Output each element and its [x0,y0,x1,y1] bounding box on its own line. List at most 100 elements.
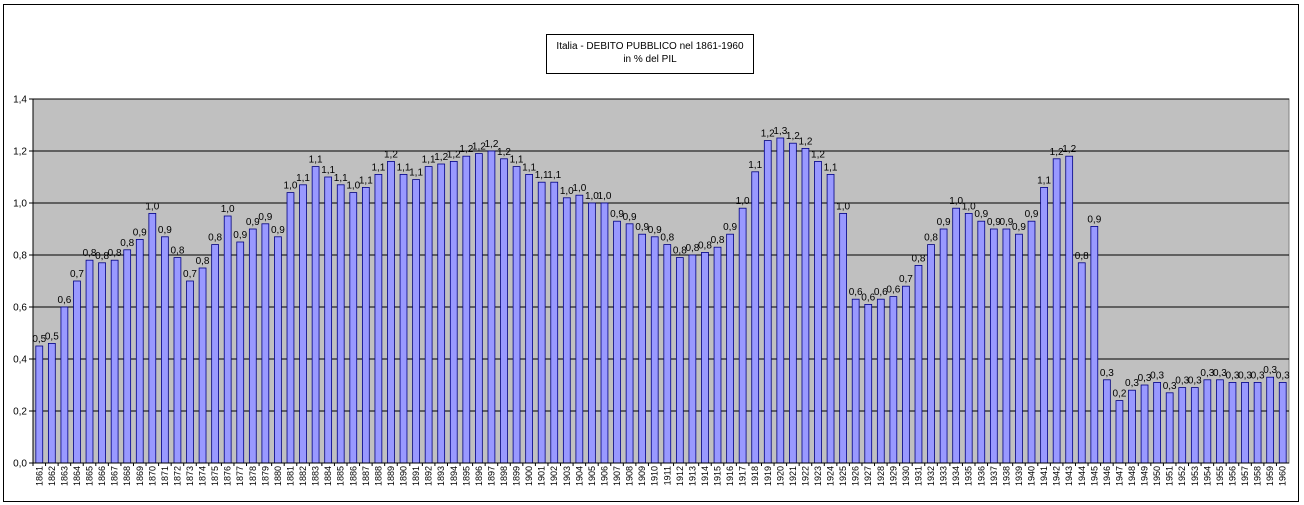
bar [738,207,747,464]
data-label: 0,8 [1075,251,1089,262]
x-tick-label: 1952 [1177,466,1187,486]
bar [588,202,596,464]
bar [952,207,961,464]
axes [32,99,1289,464]
data-label: 1,0 [836,201,850,212]
data-label: 0,8 [685,243,699,254]
bar [500,158,508,464]
data-label: 1,1 [296,173,310,184]
x-tick-label: 1930 [901,466,911,486]
x-tick-label: 1932 [926,466,936,486]
data-label: 1,2 [1050,147,1064,158]
x-tick-label: 1960 [1278,466,1288,486]
x-tick-label: 1899 [512,466,522,486]
x-tick-label: 1870 [147,466,157,486]
x-tick-label: 1881 [285,466,295,486]
data-label: 1,2 [798,136,812,147]
y-tick-label: 0,0 [13,459,27,470]
bar [98,262,106,464]
bar [399,173,408,464]
data-label: 0,8 [83,248,97,259]
x-tick-label: 1929 [888,466,898,486]
x-tick-label: 1956 [1227,466,1237,486]
data-label: 0,9 [974,209,988,220]
bar [776,137,785,464]
data-label: 0,3 [1100,368,1114,379]
data-label: 0,9 [648,225,662,236]
data-label: 1,3 [773,126,787,137]
x-tick-label: 1915 [713,466,723,486]
bar [575,194,584,464]
data-label: 1,1 [422,155,436,166]
x-tick-label: 1896 [474,466,484,486]
data-label: 0,8 [170,246,184,257]
data-label: 1,0 [962,201,976,212]
bar [713,246,722,464]
bar [35,345,44,464]
x-tick-label: 1931 [913,466,923,486]
bar [311,166,320,464]
bar [638,233,647,464]
data-label: 0,9 [1012,222,1026,233]
bar [1040,186,1048,464]
bar [562,197,571,464]
x-tick-label: 1941 [1039,466,1049,486]
x-tick-label: 1957 [1240,466,1250,486]
x-tick-label: 1926 [851,466,861,486]
bar [1203,379,1212,464]
data-label: 0,7 [70,269,84,280]
data-label: 1,1 [359,175,373,186]
y-tick-label: 0,4 [13,355,27,366]
data-label: 1,2 [484,139,498,150]
x-tick-label: 1902 [549,466,559,486]
x-tick-label: 1935 [964,466,974,486]
data-label: 0,8 [711,235,725,246]
x-tick-label: 1897 [486,466,496,486]
bar [751,171,760,464]
x-tick-label: 1868 [122,466,132,486]
x-tick-label: 1918 [750,466,760,486]
x-tick-label: 1912 [675,466,685,486]
data-label: 0,8 [912,253,926,264]
bar [1115,400,1124,464]
bar [186,280,194,464]
bar [248,228,257,464]
bar [135,238,144,464]
x-tick-label: 1889 [386,466,396,486]
x-tick-label: 1872 [172,466,182,486]
bar [826,173,835,464]
x-tick-label: 1934 [951,466,961,486]
y-tick-label: 0,8 [13,251,27,262]
bar [1253,381,1262,464]
data-label: 0,8 [660,233,674,244]
bar [726,233,734,464]
data-label: 0,9 [158,225,172,236]
data-label: 0,3 [1276,370,1290,381]
x-tick-label: 1933 [939,466,949,486]
data-label: 1,2 [1062,144,1076,155]
data-label: 0,3 [1251,370,1265,381]
x-tick-label: 1940 [1027,466,1037,486]
x-tick-label: 1959 [1265,466,1275,486]
x-tick-label: 1863 [59,466,69,486]
x-tick-label: 1937 [989,466,999,486]
x-tick-label: 1938 [1001,466,1011,486]
data-label: 0,6 [886,285,900,296]
x-tick-label: 1916 [725,466,735,486]
x-tick-label: 1914 [700,466,710,486]
bar [801,147,810,464]
data-label: 0,9 [246,217,260,228]
x-tick-label: 1873 [185,466,195,486]
x-tick-label: 1907 [612,466,622,486]
bar [964,212,973,464]
bar [1278,381,1287,464]
data-label: 0,3 [1226,370,1240,381]
data-label: 1,2 [472,142,486,153]
data-label: 0,9 [1025,209,1039,220]
x-tick-label: 1913 [687,466,697,486]
y-tick-label: 1,2 [13,147,27,158]
x-tick-label: 1928 [876,466,886,486]
data-label: 0,8 [673,246,687,257]
x-tick-label: 1883 [311,466,321,486]
data-label: 1,1 [321,165,335,176]
